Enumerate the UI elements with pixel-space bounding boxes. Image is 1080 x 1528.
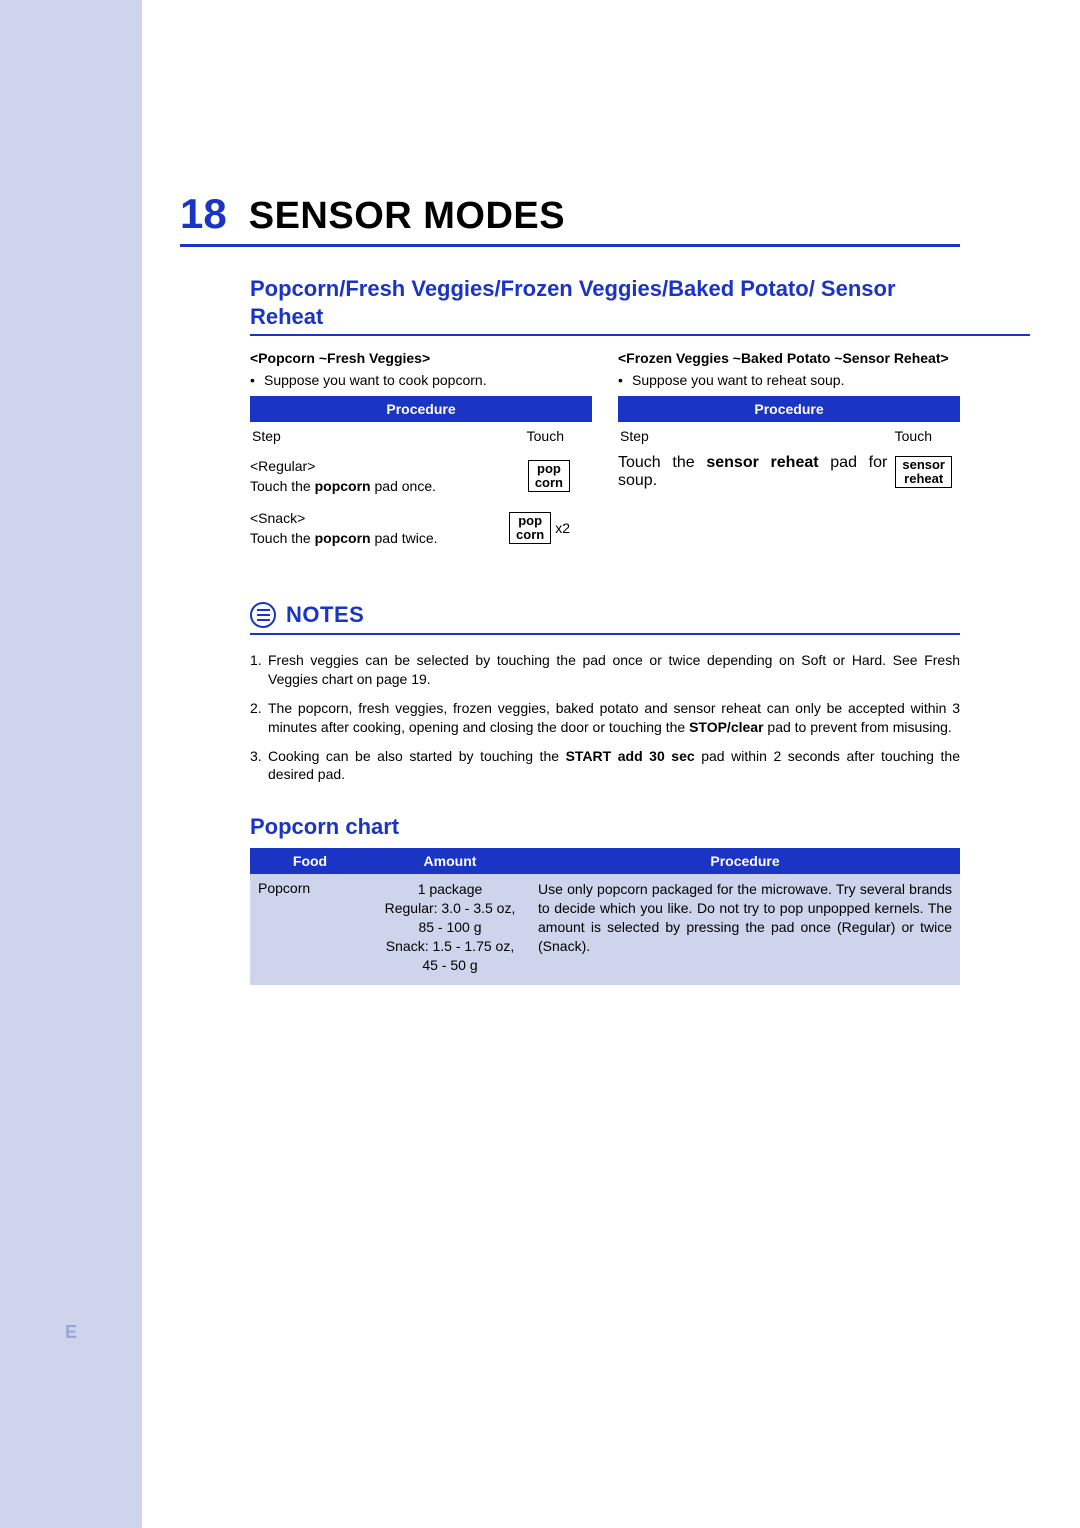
title-row: 18 SENSOR MODES bbox=[180, 190, 960, 238]
regular-text: Touch the popcorn pad once. bbox=[250, 478, 520, 494]
note-item: 1. Fresh veggies can be selected by touc… bbox=[250, 651, 960, 689]
popcorn-button-1: popcorn bbox=[528, 460, 570, 491]
step-label: Step bbox=[252, 428, 281, 444]
right-intro: Suppose you want to reheat soup. bbox=[618, 372, 960, 388]
notes-header: NOTES bbox=[180, 602, 960, 628]
note-item: 3. Cooking can be also started by touchi… bbox=[250, 747, 960, 785]
right-heading: <Frozen Veggies ~Baked Potato ~Sensor Re… bbox=[618, 350, 960, 366]
chart-data-row: Popcorn 1 package Regular: 3.0 - 3.5 oz,… bbox=[250, 874, 960, 984]
notes-list: 1. Fresh veggies can be selected by touc… bbox=[180, 651, 960, 784]
note-num: 2. bbox=[250, 699, 268, 737]
regular-row: <Regular> Touch the popcorn pad once. po… bbox=[250, 454, 592, 498]
col-procedure: Procedure bbox=[530, 848, 960, 874]
popcorn-button-2: popcorn x2 bbox=[509, 512, 570, 543]
page-title: SENSOR MODES bbox=[249, 195, 565, 238]
section-heading-block: Popcorn/Fresh Veggies/Frozen Veggies/Bak… bbox=[180, 275, 960, 330]
left-heading: <Popcorn ~Fresh Veggies> bbox=[250, 350, 592, 366]
popcorn-chart-title: Popcorn chart bbox=[250, 814, 960, 840]
notes-icon bbox=[250, 602, 276, 628]
section-title: Popcorn/Fresh Veggies/Frozen Veggies/Bak… bbox=[250, 275, 960, 330]
sensor-reheat-button: sensorreheat bbox=[895, 456, 952, 487]
x2-label: x2 bbox=[555, 520, 570, 536]
touch-label: Touch bbox=[527, 428, 564, 444]
snack-text: Touch the popcorn pad twice. bbox=[250, 530, 501, 546]
section-rule bbox=[250, 334, 1030, 336]
col-amount: Amount bbox=[370, 848, 530, 874]
notes-rule bbox=[250, 633, 960, 635]
regular-tag: <Regular> bbox=[250, 458, 520, 474]
note-text: The popcorn, fresh veggies, frozen veggi… bbox=[268, 699, 960, 737]
notes-title: NOTES bbox=[286, 602, 364, 628]
popcorn-chart: Food Amount Procedure Popcorn 1 package … bbox=[250, 848, 960, 984]
left-proc-header: Procedure bbox=[250, 396, 592, 422]
note-num: 1. bbox=[250, 651, 268, 689]
note-text: Fresh veggies can be selected by touchin… bbox=[268, 651, 960, 689]
col-food: Food bbox=[250, 848, 370, 874]
popcorn-pad-icon: popcorn bbox=[509, 512, 551, 543]
cell-procedure: Use only popcorn packaged for the microw… bbox=[530, 878, 960, 976]
left-proc-body: <Regular> Touch the popcorn pad once. po… bbox=[250, 454, 592, 550]
reheat-row: Touch the sensor reheat pad for soup. se… bbox=[618, 454, 960, 490]
sidebar-tab: E bbox=[0, 0, 142, 1528]
snack-tag: <Snack> bbox=[250, 510, 501, 526]
popcorn-pad-icon: popcorn bbox=[528, 460, 570, 491]
left-column: <Popcorn ~Fresh Veggies> Suppose you wan… bbox=[250, 350, 592, 558]
snack-row: <Snack> Touch the popcorn pad twice. pop… bbox=[250, 506, 592, 550]
sensor-reheat-pad-icon: sensorreheat bbox=[895, 456, 952, 487]
step-label: Step bbox=[620, 428, 649, 444]
right-proc-header: Procedure bbox=[618, 396, 960, 422]
chart-header-row: Food Amount Procedure bbox=[250, 848, 960, 874]
sidebar-letter: E bbox=[0, 1322, 142, 1343]
page-content: 18 SENSOR MODES Popcorn/Fresh Veggies/Fr… bbox=[142, 0, 1080, 985]
title-rule bbox=[180, 244, 960, 247]
cell-food: Popcorn bbox=[250, 878, 370, 976]
note-num: 3. bbox=[250, 747, 268, 785]
left-intro: Suppose you want to cook popcorn. bbox=[250, 372, 592, 388]
note-text: Cooking can be also started by touching … bbox=[268, 747, 960, 785]
left-proc-subhead: Step Touch bbox=[250, 422, 592, 450]
touch-label: Touch bbox=[895, 428, 932, 444]
cell-amount: 1 package Regular: 3.0 - 3.5 oz, 85 - 10… bbox=[370, 878, 530, 976]
two-column-procedures: <Popcorn ~Fresh Veggies> Suppose you wan… bbox=[180, 350, 960, 558]
page-number: 18 bbox=[180, 190, 227, 238]
note-item: 2. The popcorn, fresh veggies, frozen ve… bbox=[250, 699, 960, 737]
right-column: <Frozen Veggies ~Baked Potato ~Sensor Re… bbox=[618, 350, 960, 558]
reheat-text: Touch the sensor reheat pad for soup. bbox=[618, 454, 895, 490]
right-proc-subhead: Step Touch bbox=[618, 422, 960, 450]
